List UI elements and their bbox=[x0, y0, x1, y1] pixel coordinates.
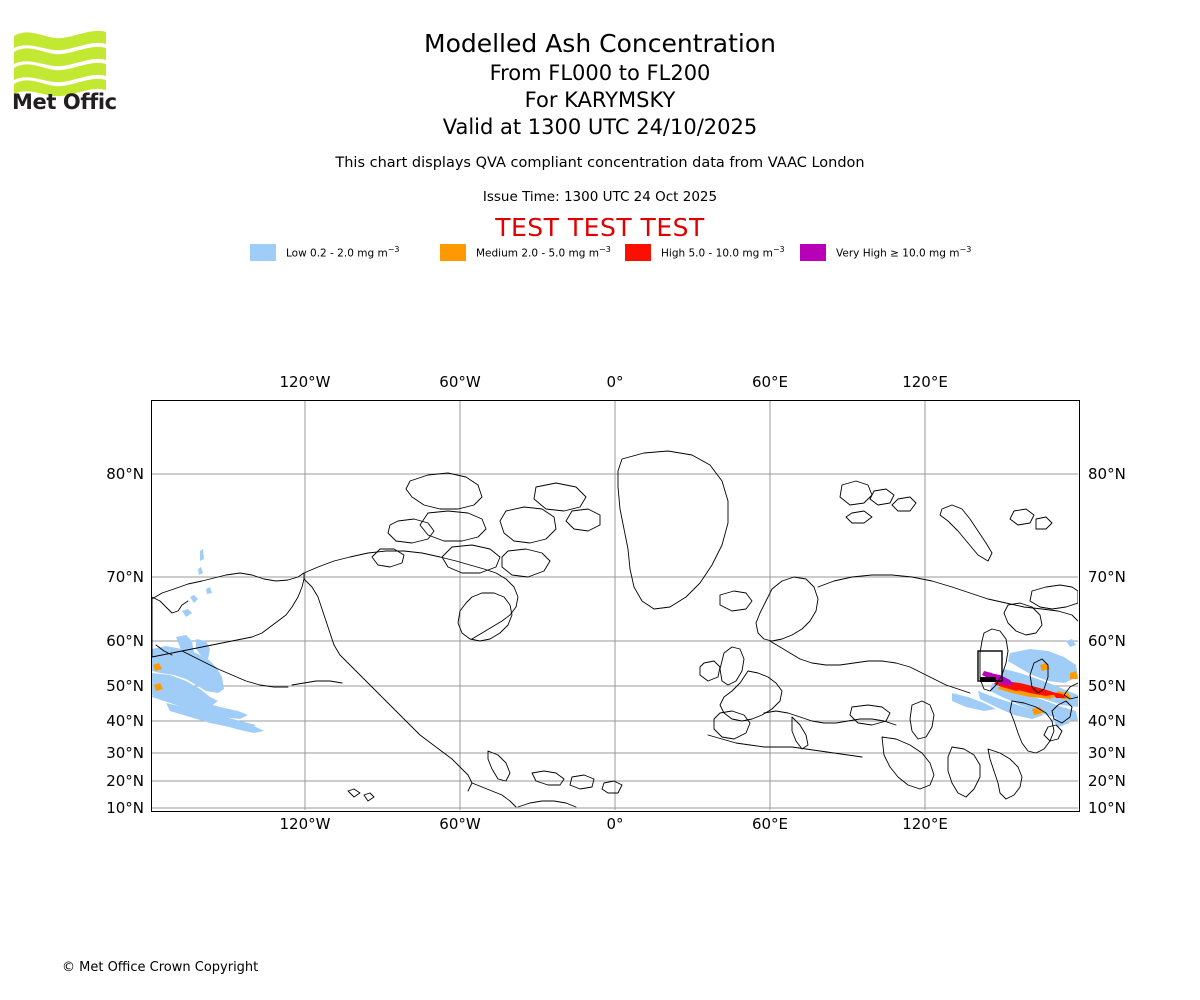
coastlines bbox=[152, 450, 1078, 808]
lat-label-right-7: 10°N bbox=[1088, 799, 1126, 817]
lon-label-top-4: 120°E bbox=[902, 373, 948, 391]
chart-title-block: Modelled Ash Concentration From FL000 to… bbox=[0, 28, 1200, 141]
map-gridlines bbox=[152, 401, 1078, 810]
logo-wordmark: Met Office bbox=[12, 90, 116, 112]
legend-label-high: High 5.0 - 10.0 mg m−3 bbox=[661, 244, 785, 260]
lon-label-bottom-0: 120°W bbox=[279, 815, 331, 833]
lat-label-right-6: 20°N bbox=[1088, 772, 1126, 790]
lat-label-left-6: 20°N bbox=[106, 772, 144, 790]
page-title: Modelled Ash Concentration bbox=[424, 29, 776, 58]
issue-time: Issue Time: 1300 UTC 24 Oct 2025 bbox=[482, 189, 718, 205]
title-flight-levels: From FL000 to FL200 bbox=[489, 61, 711, 85]
concentration-legend: Low 0.2 - 2.0 mg m−3 Medium 2.0 - 5.0 mg… bbox=[250, 242, 990, 262]
lat-label-left-2: 60°N bbox=[106, 632, 144, 650]
lat-label-left-1: 70°N bbox=[106, 568, 144, 586]
lat-label-right-0: 80°N bbox=[1088, 465, 1126, 483]
lat-label-right-2: 60°N bbox=[1088, 632, 1126, 650]
volcano-source-marker bbox=[977, 650, 1003, 682]
legend-label-medium: Medium 2.0 - 5.0 mg m−3 bbox=[476, 244, 611, 260]
lat-label-right-5: 30°N bbox=[1088, 744, 1126, 762]
lat-label-left-3: 50°N bbox=[106, 677, 144, 695]
lat-label-right-4: 40°N bbox=[1088, 712, 1126, 730]
lon-label-bottom-2: 0° bbox=[606, 815, 624, 833]
legend-entry-very-high: Very High ≥ 10.0 mg m−3 bbox=[800, 242, 971, 262]
lat-label-right-1: 70°N bbox=[1088, 568, 1126, 586]
lon-label-bottom-1: 60°W bbox=[439, 815, 481, 833]
legend-swatch-medium bbox=[440, 243, 466, 261]
lat-label-left-7: 10°N bbox=[106, 799, 144, 817]
lat-label-left-0: 80°N bbox=[106, 465, 144, 483]
title-volcano: For KARYMSKY bbox=[524, 88, 676, 112]
legend-entry-medium: Medium 2.0 - 5.0 mg m−3 bbox=[440, 242, 611, 262]
lon-label-top-2: 0° bbox=[606, 373, 624, 391]
lon-label-top-1: 60°W bbox=[439, 373, 481, 391]
lon-label-bottom-3: 60°E bbox=[751, 815, 789, 833]
lat-label-left-4: 40°N bbox=[106, 712, 144, 730]
lat-label-right-3: 50°N bbox=[1088, 677, 1126, 695]
copyright-notice: © Met Office Crown Copyright bbox=[62, 960, 259, 975]
legend-entry-high: High 5.0 - 10.0 mg m−3 bbox=[625, 242, 785, 262]
legend-swatch-low bbox=[250, 243, 276, 261]
lon-label-bottom-4: 120°E bbox=[902, 815, 948, 833]
met-office-logo: Met Office bbox=[12, 26, 116, 112]
legend-label-very-high: Very High ≥ 10.0 mg m−3 bbox=[836, 244, 972, 260]
title-valid-time: Valid at 1300 UTC 24/10/2025 bbox=[442, 115, 758, 139]
lat-label-left-5: 30°N bbox=[106, 744, 144, 762]
map-canvas bbox=[152, 401, 1078, 810]
lon-label-top-0: 120°W bbox=[279, 373, 331, 391]
legend-entry-low: Low 0.2 - 2.0 mg m−3 bbox=[250, 242, 399, 262]
legend-label-low: Low 0.2 - 2.0 mg m−3 bbox=[286, 244, 400, 260]
ash-concentration-map[interactable] bbox=[151, 400, 1080, 812]
legend-swatch-high bbox=[625, 243, 651, 261]
met-office-logo-graphic: Met Office bbox=[12, 30, 116, 112]
legend-swatch-very-high bbox=[800, 243, 826, 261]
chart-note: This chart displays QVA compliant concen… bbox=[335, 155, 865, 171]
lon-label-top-3: 60°E bbox=[751, 373, 789, 391]
test-banner: TEST TEST TEST bbox=[495, 213, 705, 242]
